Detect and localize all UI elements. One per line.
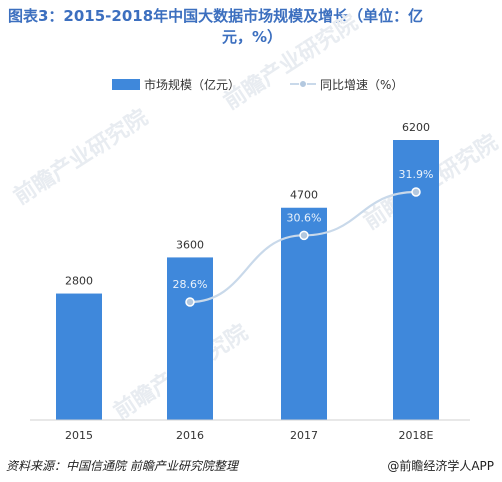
x-tick-2015: 2015: [65, 429, 93, 442]
bar-label-2018E: 6200: [402, 121, 430, 134]
growth-line-series: 28.6% 30.6% 31.9%: [173, 168, 434, 307]
bar-2015: [56, 293, 102, 420]
growth-point-2017: [299, 230, 309, 241]
legend-bar-label: 市场规模（亿元）: [144, 77, 240, 92]
growth-label-2017: 30.6%: [287, 211, 322, 224]
bar-2017: [281, 207, 327, 420]
bar-label-2017: 4700: [290, 189, 318, 202]
bars: [56, 140, 439, 420]
bar-value-labels: 2800 3600 4700 6200: [65, 121, 430, 288]
x-tick-2016: 2016: [176, 429, 204, 442]
chart-title-line2: 元，%）: [221, 28, 283, 46]
bar-2018E: [393, 140, 439, 420]
legend-line-marker: [299, 80, 307, 88]
bar-2016: [167, 257, 213, 420]
legend: 市场规模（亿元） 同比增速（%）: [112, 77, 403, 92]
growth-label-2018E: 31.9%: [399, 168, 434, 181]
watermark-2: 前瞻产业研究院: [219, 9, 362, 115]
bar-label-2016: 3600: [176, 238, 204, 251]
x-tick-2017: 2017: [290, 429, 318, 442]
growth-point-2016: [185, 297, 195, 307]
legend-bar-swatch: [112, 79, 140, 90]
brand-credit: @前瞻经济学人APP: [387, 459, 494, 473]
legend-line-label: 同比增速（%）: [320, 78, 403, 92]
watermark-1: 前瞻产业研究院: [9, 104, 152, 210]
growth-point-2018E: [411, 187, 421, 197]
chart-title-line1: 图表3：2015-2018年中国大数据市场规模及增长（单位：亿: [8, 7, 424, 25]
x-tick-2018E: 2018E: [399, 429, 434, 442]
growth-label-2016: 28.6%: [173, 278, 208, 291]
bar-label-2015: 2800: [65, 275, 93, 288]
x-tick-labels: 2015 2016 2017 2018E: [65, 429, 434, 442]
chart-title: 图表3：2015-2018年中国大数据市场规模及增长（单位：亿 元，%）: [8, 6, 496, 48]
source-note: 资料来源：中国信通院 前瞻产业研究院整理: [6, 459, 238, 473]
